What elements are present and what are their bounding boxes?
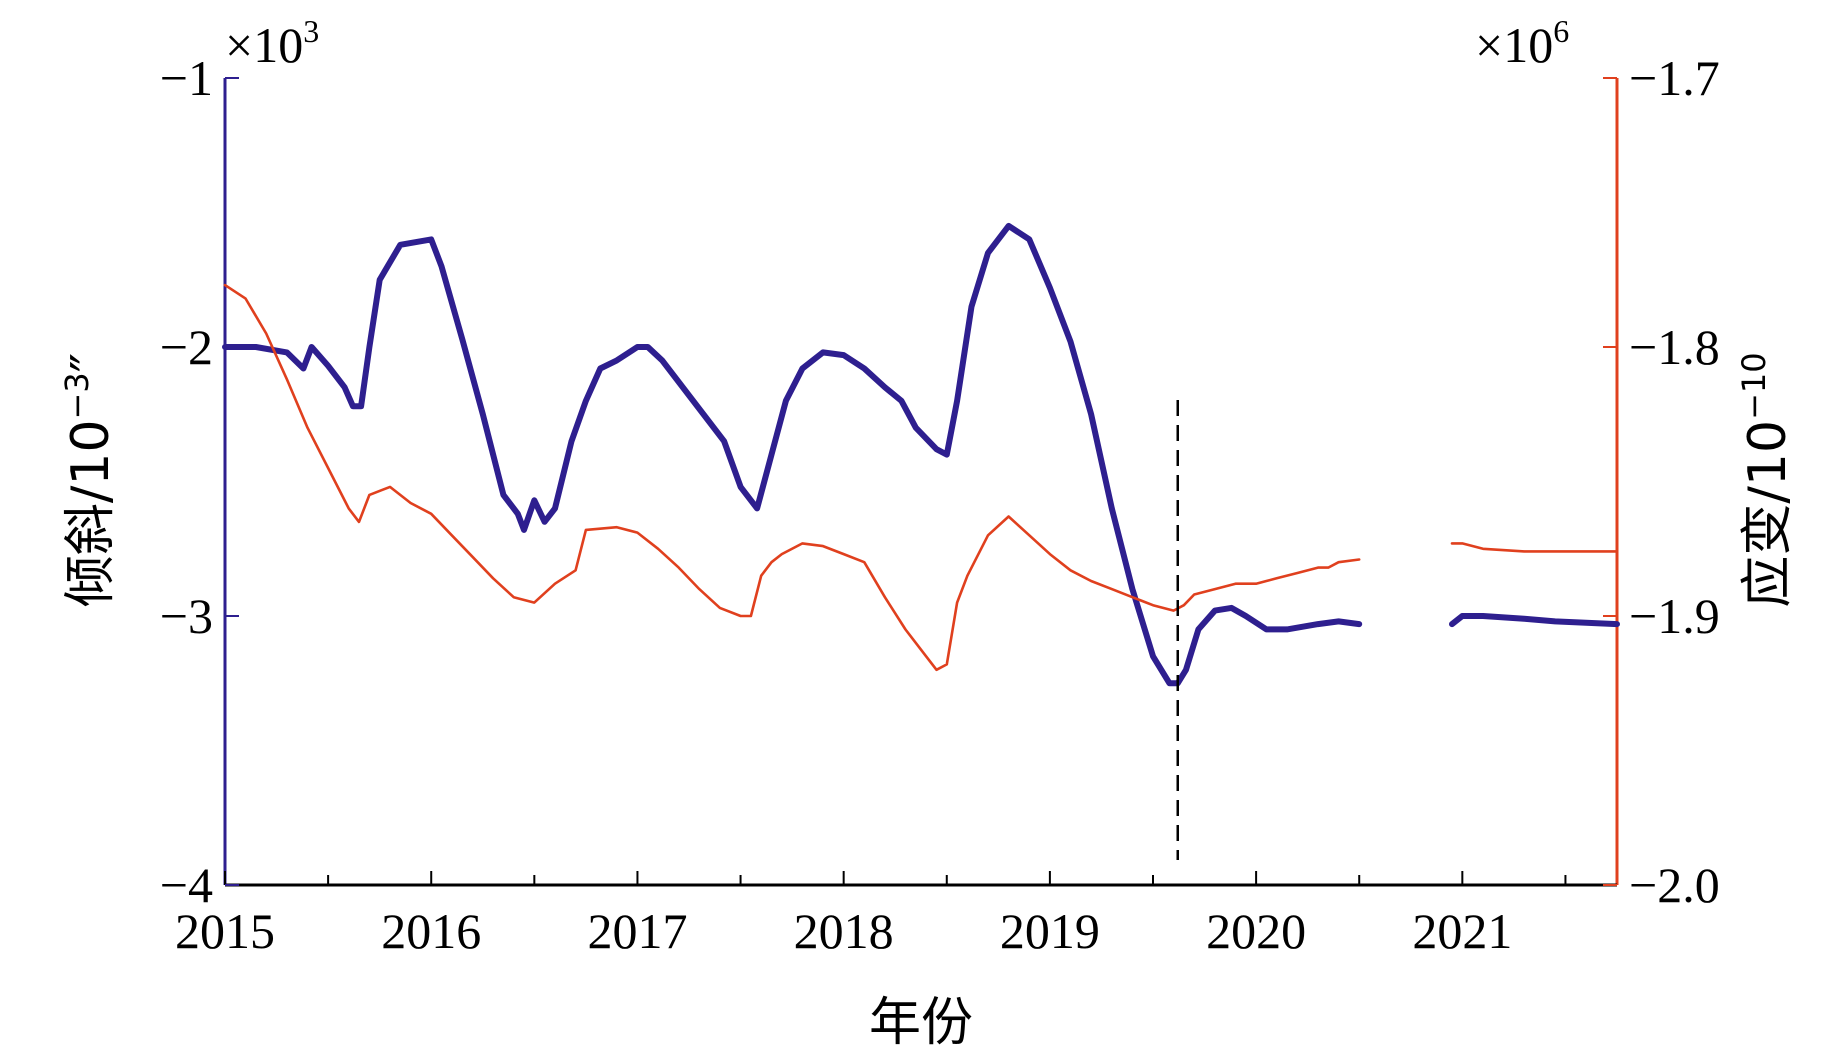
left-y-tick-label: −2 xyxy=(160,319,213,375)
tilt-series-line xyxy=(1449,613,1620,628)
right-y-tick-label: −1.9 xyxy=(1629,588,1720,644)
left-axis-multiplier: ×103 xyxy=(225,13,319,73)
right-axis-multiplier: ×106 xyxy=(1475,13,1569,73)
strain-series-line xyxy=(223,283,1361,672)
series-layer xyxy=(222,222,1620,687)
x-tick-label: 2015 xyxy=(175,903,275,959)
right-y-tick-label: −2.0 xyxy=(1629,857,1720,913)
x-tick-label: 2016 xyxy=(381,903,481,959)
tilt-series-line xyxy=(222,222,1363,687)
x-tick-label: 2019 xyxy=(1000,903,1100,959)
left-y-tick-label: −3 xyxy=(160,588,213,644)
x-tick-label: 2020 xyxy=(1206,903,1306,959)
x-axis-label: 年份 xyxy=(869,993,973,1053)
x-tick-label: 2017 xyxy=(587,903,687,959)
x-tick-label: 2021 xyxy=(1412,903,1512,959)
right-y-tick-label: −1.8 xyxy=(1629,319,1720,375)
strain-series-line xyxy=(1450,542,1619,553)
axes: 2015 2016 2017 2018 2019 2020 2021 −4 −3 −2 −1 −2.0… xyxy=(160,50,1720,959)
left-y-tick-label: −1 xyxy=(160,50,213,106)
right-axis-label: 应变/10−10 xyxy=(1735,352,1798,607)
x-tick-label: 2018 xyxy=(794,903,894,959)
right-y-tick-label: −1.7 xyxy=(1629,50,1720,106)
left-y-tick-label: −4 xyxy=(160,857,213,913)
left-axis-label: 倾斜/10−3″ xyxy=(58,353,121,607)
